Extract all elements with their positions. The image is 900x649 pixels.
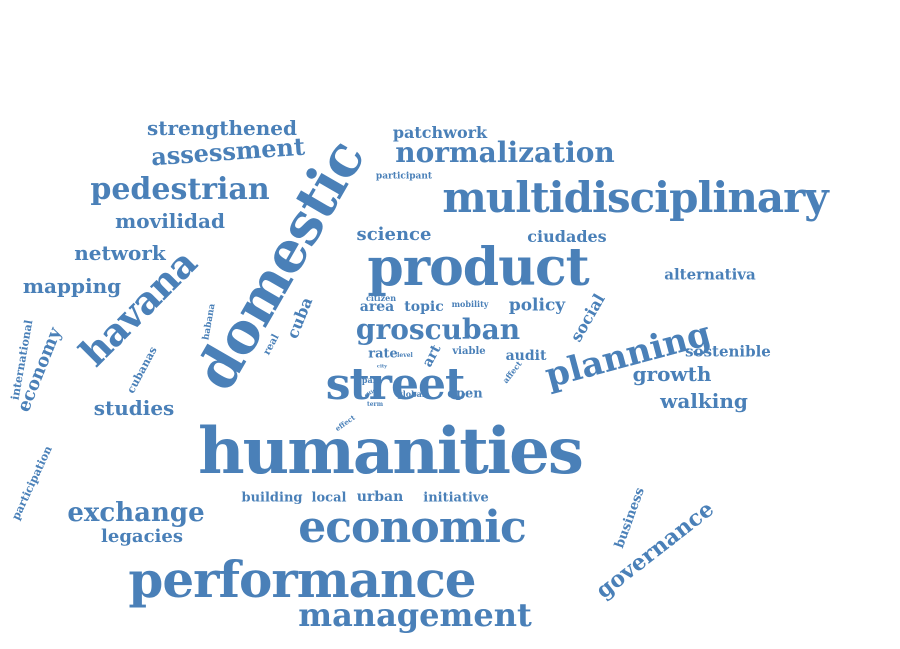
word-initiative: initiative <box>423 490 489 506</box>
word-strengthened: strengthened <box>146 116 298 140</box>
word-social: social <box>566 290 609 345</box>
word-business: business <box>612 485 648 551</box>
word-para: para <box>361 375 383 385</box>
word-topic: topic <box>404 299 444 315</box>
word-street: street <box>325 359 466 410</box>
word-pedestrian: pedestrian <box>90 172 270 207</box>
word-level: level <box>397 352 413 359</box>
word-multidisciplinary: multidisciplinary <box>442 173 828 222</box>
word-citizen: citizen <box>365 293 397 303</box>
word-walking: walking <box>660 389 748 413</box>
word-area: area <box>359 299 395 315</box>
word-management: management <box>298 596 532 634</box>
word-movilidad: movilidad <box>115 209 225 233</box>
word-product: product <box>367 237 589 298</box>
word-humanities: humanities <box>198 414 584 489</box>
word-term: term <box>366 401 384 408</box>
word-network: network <box>74 241 166 265</box>
word-affect: affect <box>500 358 524 386</box>
word-cubanas: cubanas <box>124 344 160 396</box>
word-alternativa: alternativa <box>664 265 756 284</box>
word-rate: rate <box>368 346 398 362</box>
word-participant: participant <box>375 171 433 182</box>
word-mobility: mobility <box>451 299 489 309</box>
word-ciudades: ciudades <box>527 227 607 246</box>
word-exchange: exchange <box>67 498 205 528</box>
word-economic: economic <box>298 502 527 553</box>
word-normalization: normalization <box>395 136 615 169</box>
word-studies: studies <box>93 396 175 420</box>
word-sostenible: sostenible <box>685 342 771 361</box>
word-growth: growth <box>632 362 712 386</box>
word-audit: audit <box>505 348 547 364</box>
word-patchwork: patchwork <box>392 123 488 142</box>
word-global: global <box>397 389 425 399</box>
word-city: city <box>376 363 388 370</box>
word-viable: viable <box>452 346 486 357</box>
word-participation: participation <box>9 443 55 523</box>
word-mapping: mapping <box>22 274 122 298</box>
word-building: building <box>241 490 303 506</box>
word-science: science <box>356 224 432 245</box>
word-groscuban: groscuban <box>355 313 521 346</box>
word-local: local <box>311 490 347 506</box>
word-policy: policy <box>508 295 566 316</box>
word-urban: urban <box>356 489 404 505</box>
word-legacies: legacies <box>101 526 183 547</box>
word-governance: governance <box>591 496 719 604</box>
word-performance: performance <box>128 550 476 609</box>
word-open: open <box>447 386 483 402</box>
